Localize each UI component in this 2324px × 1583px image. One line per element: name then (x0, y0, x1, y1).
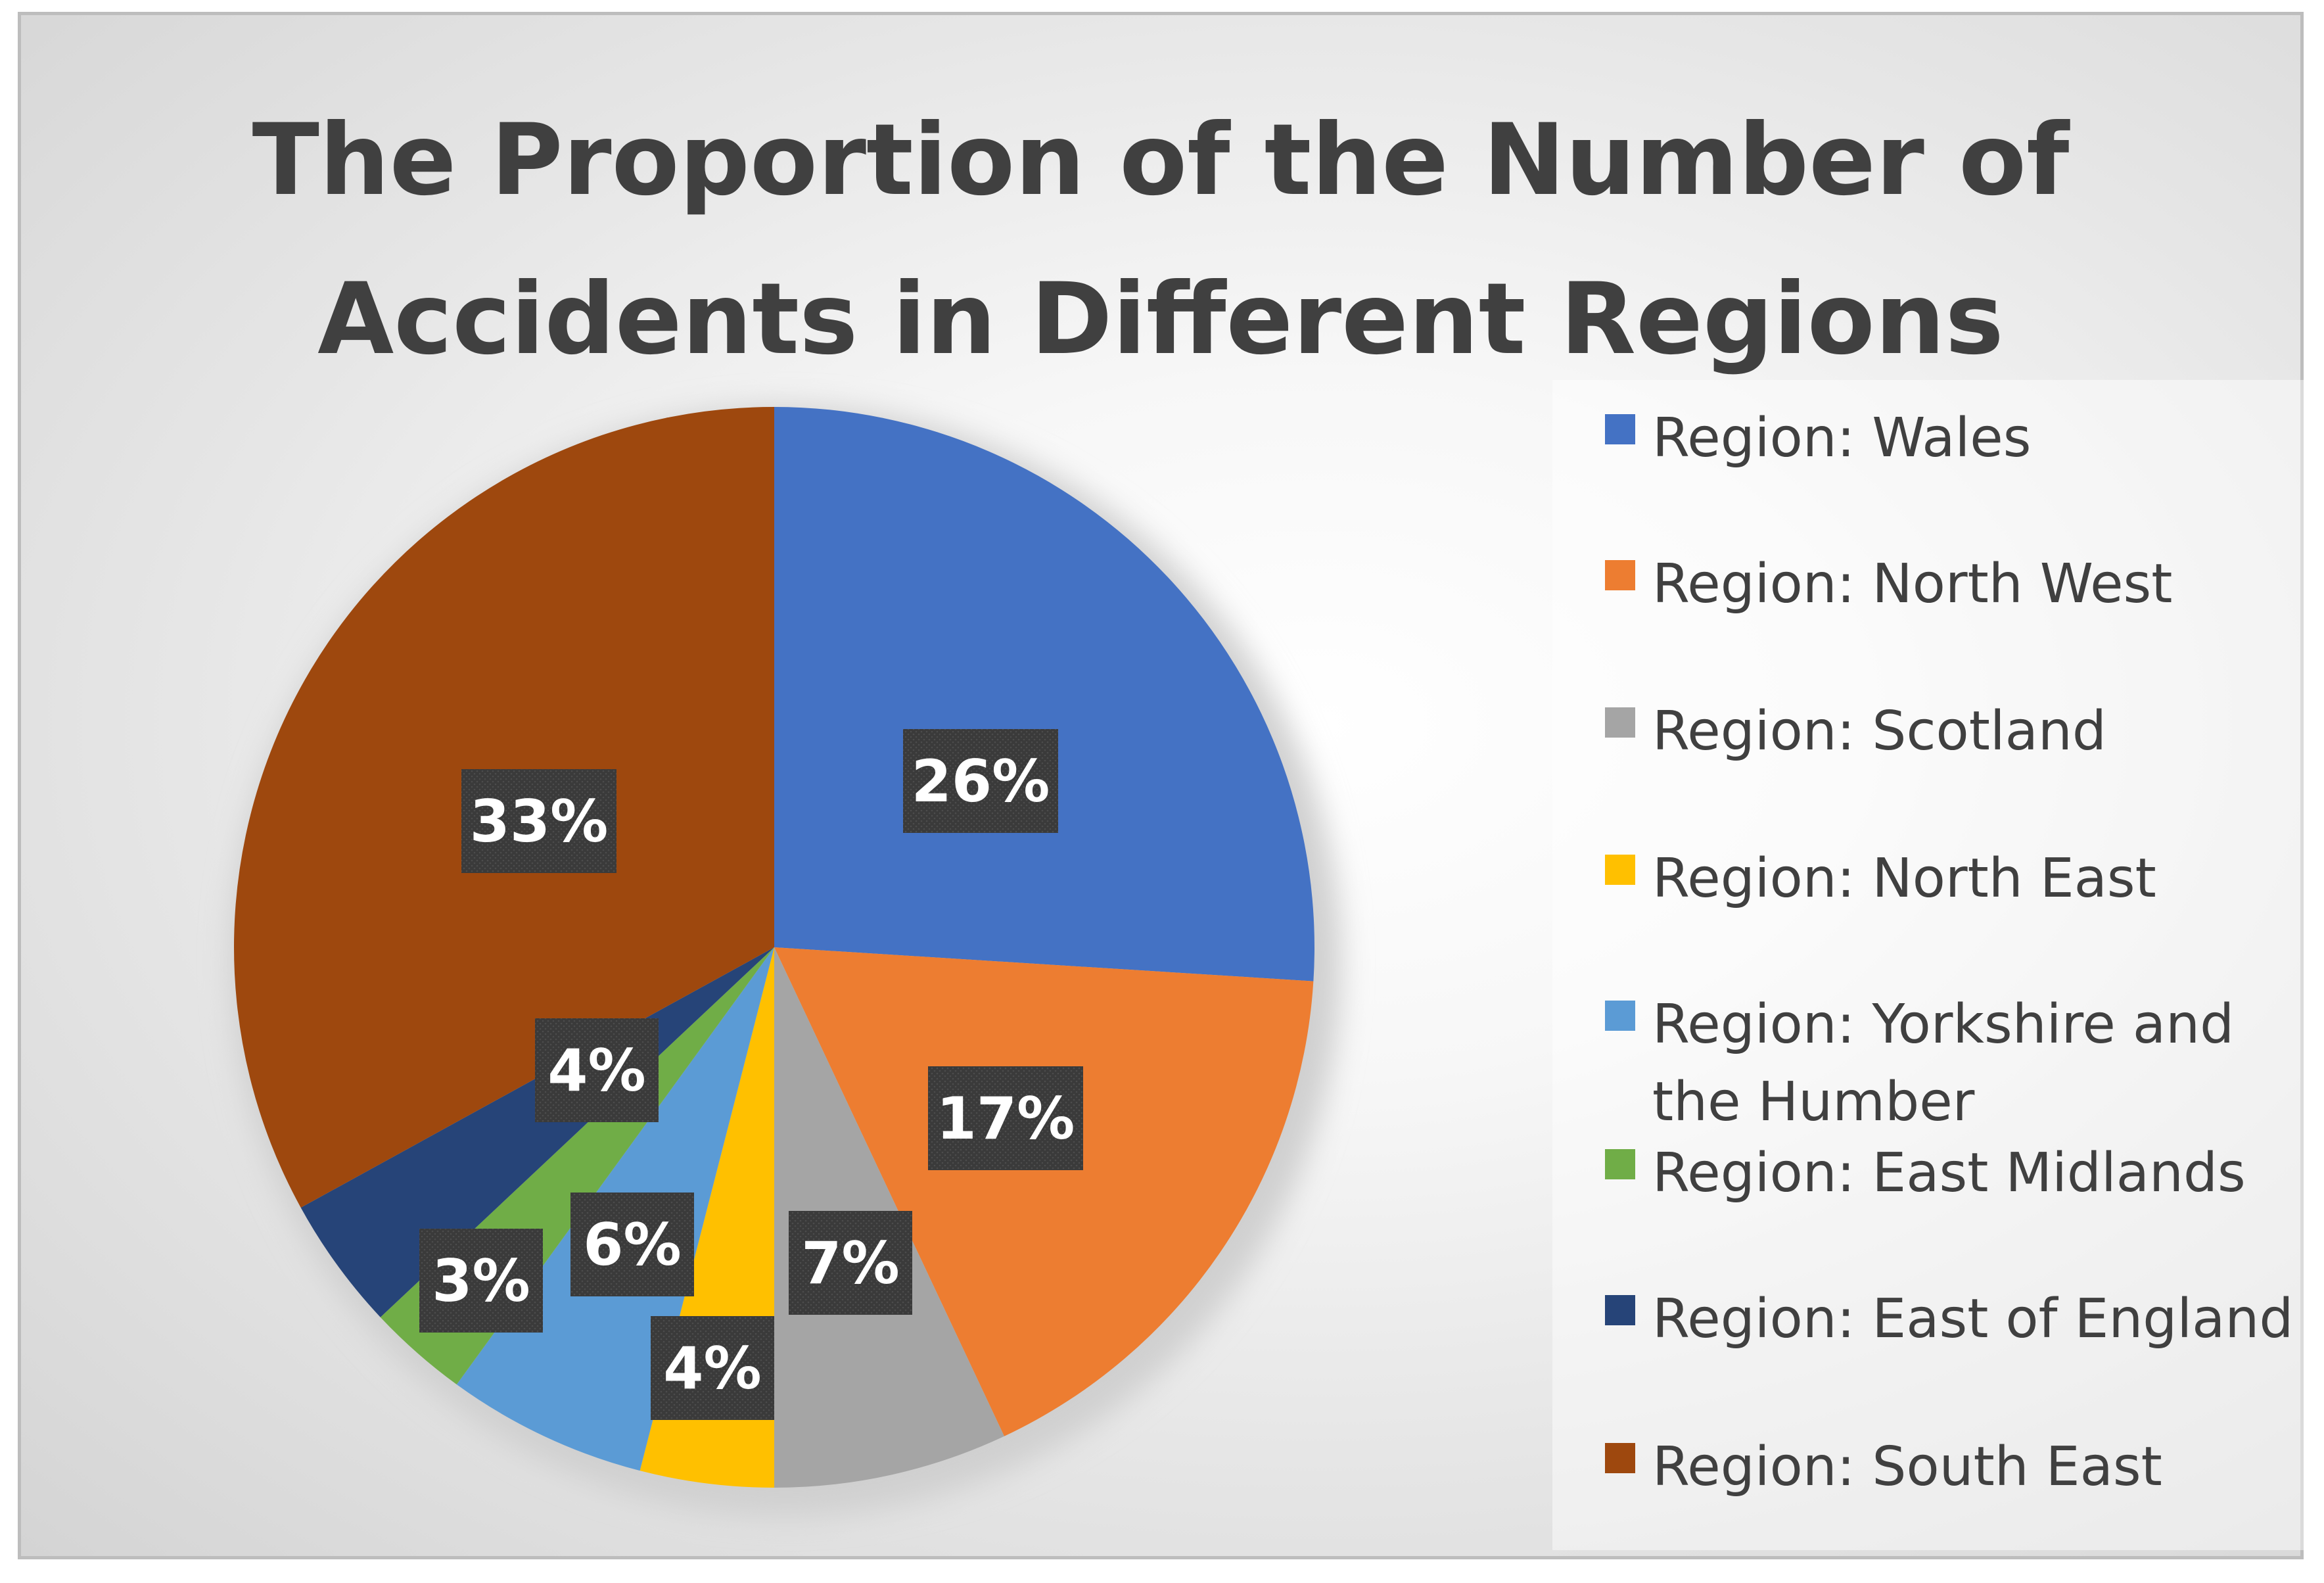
pie-slice-wales (774, 407, 1314, 981)
pie-data-labels: 26% 17% 7% 4% 6% 3% 4% 33% (419, 729, 1083, 1420)
data-label-east-midlands: 3% (432, 1247, 530, 1315)
data-label-yorkshire-and-the-humber: 6% (583, 1211, 681, 1279)
legend-label: Region: East of England (1652, 1288, 2294, 1350)
data-label-north-east: 4% (663, 1335, 761, 1402)
legend-swatch (1605, 1295, 1635, 1325)
legend-swatch (1605, 855, 1635, 885)
legend-label: Region: East Midlands (1652, 1142, 2246, 1204)
data-label-south-east: 33% (470, 788, 609, 855)
legend-swatch (1605, 560, 1635, 590)
data-label-box-east-midlands (419, 1229, 543, 1333)
data-label-box-north-east (651, 1316, 774, 1420)
pie-chart: 26% 17% 7% 4% 6% 3% 4% 33% (231, 406, 1341, 1517)
legend: Region: Wales Region: North West Region: S… (1552, 380, 2308, 1550)
legend-label: Region: Scotland (1652, 700, 2106, 763)
data-label-box-north-west (928, 1066, 1083, 1170)
legend-label: Region: Yorkshire and the Humber (1652, 993, 2235, 1133)
legend-label: Region: Wales (1652, 407, 2032, 469)
legend-swatch (1605, 707, 1635, 738)
data-label-scotland: 7% (801, 1229, 899, 1297)
data-label-box-wales (903, 729, 1058, 833)
data-label-box-south-east (461, 769, 616, 873)
legend-swatch (1605, 414, 1635, 444)
legend-label: Region: South East (1652, 1436, 2162, 1498)
data-label-box-east-of-england (535, 1018, 659, 1122)
chart-title: The Proportion of the Number of Accident… (252, 103, 2070, 377)
data-label-wales: 26% (912, 747, 1050, 815)
legend-swatch (1605, 1001, 1635, 1031)
legend-label: Region: North West (1652, 553, 2173, 615)
data-label-east-of-england: 4% (547, 1037, 645, 1104)
legend-label: Region: North East (1652, 847, 2156, 910)
data-label-box-yorkshire-and-the-humber (570, 1193, 694, 1296)
pie-slice-north-west (774, 947, 1314, 1436)
data-label-north-west: 17% (937, 1085, 1075, 1152)
data-label-box-scotland (789, 1211, 912, 1315)
legend-swatch (1605, 1149, 1635, 1179)
legend-swatch (1605, 1443, 1635, 1473)
chart-frame: 26% 17% 7% 4% 6% 3% 4% 33% The Proportion of th… (18, 12, 2308, 1559)
